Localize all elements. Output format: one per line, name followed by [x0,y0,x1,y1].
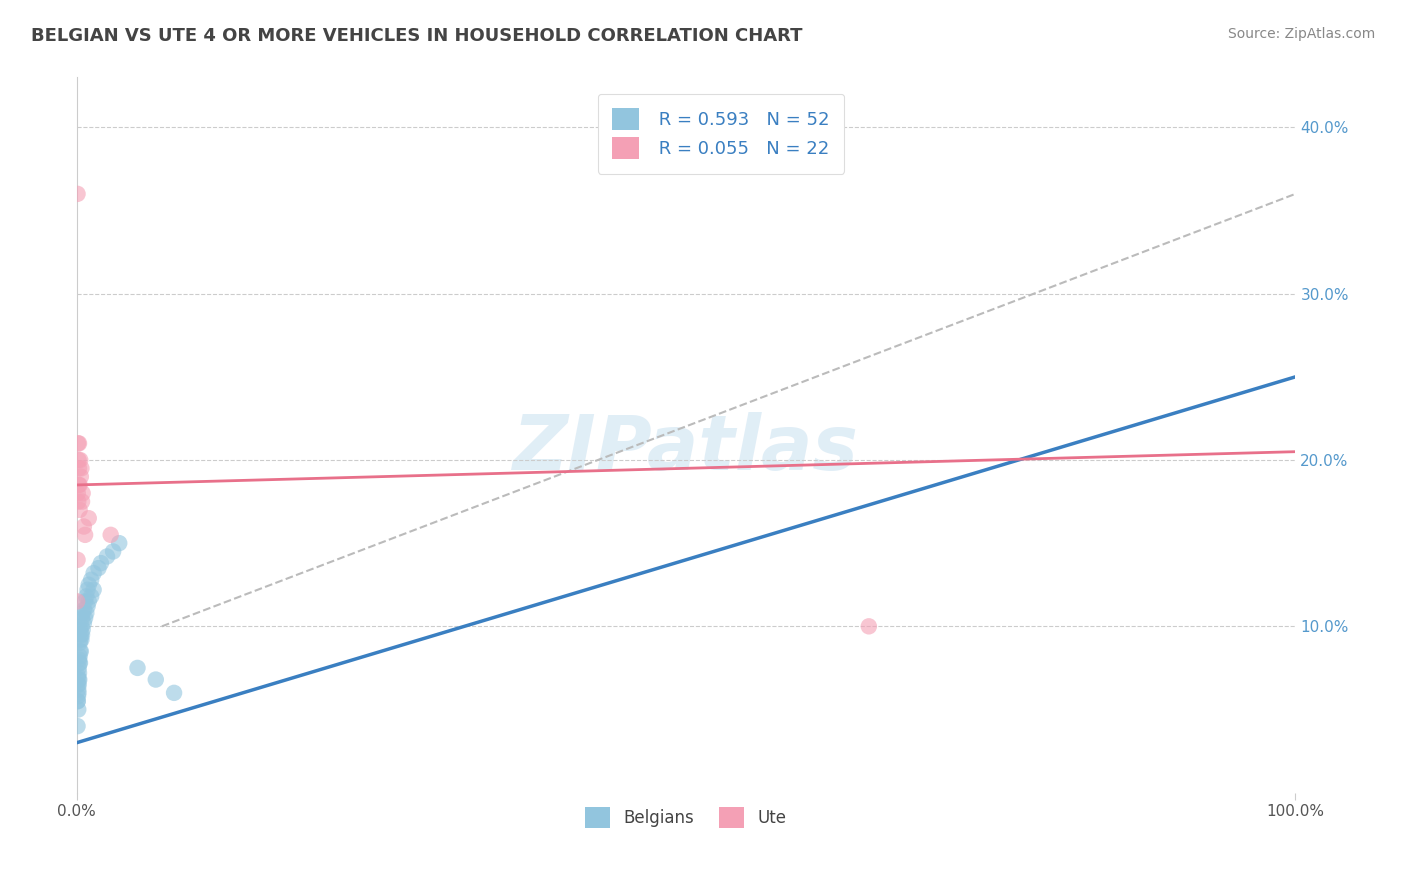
Point [66,694,89,708]
Point [67,652,90,666]
Point [75,611,97,625]
Point [67,665,90,680]
Point [858,619,880,633]
Point [77,594,100,608]
Point [90,556,112,570]
Point [67,686,90,700]
Point [83,566,105,580]
Point [70,494,93,508]
Point [69,453,91,467]
Text: BELGIAN VS UTE 4 OR MORE VEHICLES IN HOUSEHOLD CORRELATION CHART: BELGIAN VS UTE 4 OR MORE VEHICLES IN HOU… [31,27,803,45]
Point [66,594,89,608]
Point [69,644,91,658]
Point [80,573,103,587]
Point [145,673,167,687]
Point [70,461,93,475]
Point [69,623,91,637]
Point [100,528,122,542]
Point [75,528,97,542]
Point [69,478,91,492]
Point [67,461,90,475]
Point [70,611,93,625]
Point [67,682,90,697]
Point [69,469,91,483]
Point [69,632,91,647]
Point [67,677,90,691]
Point [67,673,90,687]
Point [66,694,89,708]
Point [70,632,93,647]
Point [72,623,94,637]
Point [67,478,90,492]
Point [67,661,90,675]
Point [67,494,90,508]
Point [69,636,91,650]
Point [69,627,91,641]
Text: ZIPatlas: ZIPatlas [513,412,859,486]
Point [66,186,89,201]
Point [77,578,100,592]
Point [66,669,89,683]
Point [70,627,93,641]
Point [73,519,96,533]
Text: Source: ZipAtlas.com: Source: ZipAtlas.com [1227,27,1375,41]
Point [101,544,124,558]
Point [69,649,91,664]
Point [69,656,91,670]
Point [83,582,105,597]
Point [67,673,90,687]
Point [87,561,110,575]
Point [75,606,97,620]
Point [67,702,90,716]
Point [72,606,94,620]
Point [70,619,93,633]
Point [96,549,118,564]
Point [76,599,98,614]
Point [108,536,131,550]
Point [69,644,91,658]
Point [66,436,89,450]
Point [66,677,89,691]
Point [75,594,97,608]
Point [163,686,186,700]
Point [69,503,91,517]
Point [66,486,89,500]
Point [67,656,90,670]
Point [77,511,100,525]
Point [66,689,89,703]
Point [127,661,149,675]
Point [67,436,90,450]
Point [76,582,98,597]
Point [80,590,103,604]
Point [73,603,96,617]
Point [75,590,97,604]
Point [72,486,94,500]
Point [67,453,90,467]
Legend: Belgians, Ute: Belgians, Ute [579,801,793,834]
Point [73,615,96,630]
Point [66,719,89,733]
Point [66,553,89,567]
